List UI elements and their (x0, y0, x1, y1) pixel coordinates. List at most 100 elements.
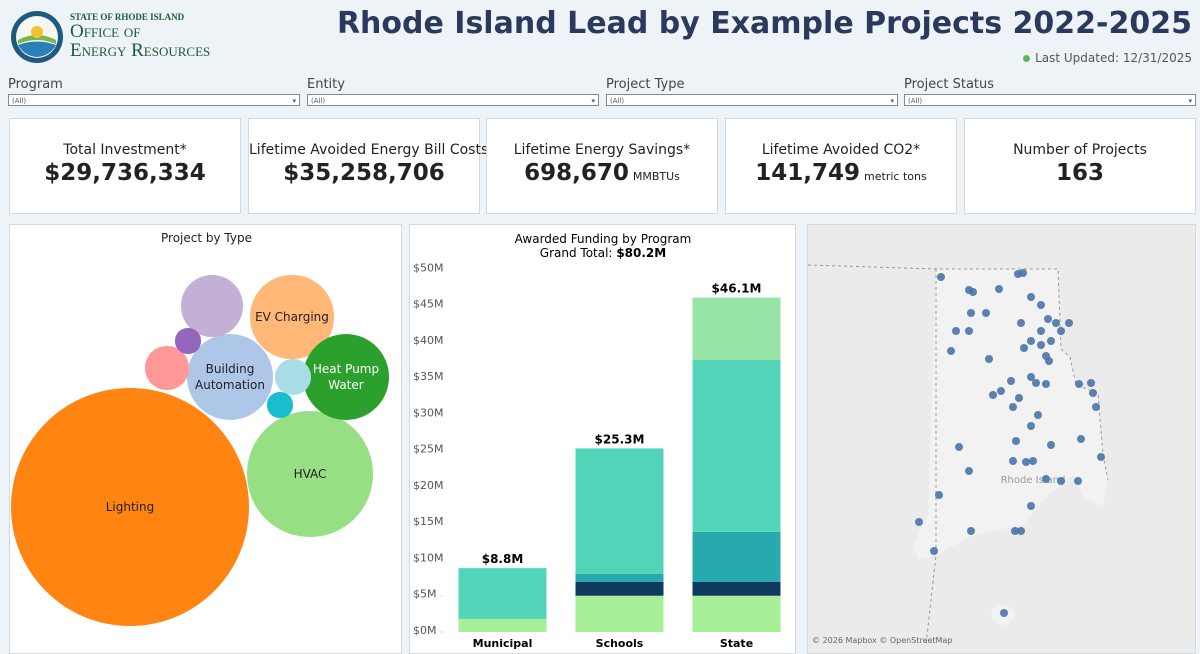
map-point (1057, 327, 1065, 335)
map-point (1034, 411, 1042, 419)
dropdown-arrow: ▾ (1188, 97, 1192, 105)
filter-dropdown[interactable]: (All) ▾ (904, 94, 1196, 106)
kpi-card: Lifetime Avoided CO2* 141,749 metric tons (725, 118, 957, 214)
map-point (1037, 301, 1045, 309)
map-point (1089, 389, 1097, 397)
map-point (1087, 379, 1095, 387)
bubble-label: Heat Pump Water (312, 361, 380, 392)
kpi-label: Lifetime Avoided Energy Bill Costs* (249, 142, 496, 158)
map-attribution: © 2026 Mapbox © OpenStreetMap (812, 636, 952, 645)
map-point (1022, 458, 1030, 466)
chart-title: Project by Type (161, 231, 252, 245)
bar-segment (458, 618, 547, 632)
bubble (175, 328, 201, 354)
map-point (1052, 319, 1060, 327)
state-border (808, 264, 1062, 350)
kpi-card: Number of Projects 163 (964, 118, 1196, 214)
bar-segment (575, 581, 664, 596)
bar-segment (692, 581, 781, 596)
x-tick-label: Municipal (473, 637, 533, 650)
map: Rhode Island © 2026 Mapbox © OpenStreetM… (808, 264, 1109, 646)
filter-value: (All) (311, 97, 326, 105)
kpi-value: 141,749 metric tons (726, 160, 956, 186)
bar-panel: Awarded Funding by Program Grand Total: … (409, 224, 796, 654)
kpi-number: 163 (1055, 160, 1104, 186)
map-point (1075, 380, 1083, 388)
y-tick-label: $40M (413, 334, 444, 347)
subtitle-text: Grand Total: (540, 246, 613, 260)
map-point (997, 387, 1005, 395)
y-tick-label: $10M (413, 551, 444, 564)
map-point (995, 285, 1003, 293)
map-point (1042, 380, 1050, 388)
filter-value: (All) (908, 97, 923, 105)
map-point (1074, 477, 1082, 485)
filter-dropdown[interactable]: (All) ▾ (8, 94, 300, 106)
map-point (967, 527, 975, 535)
y-tick-label: $20M (413, 479, 444, 492)
bar-segment (575, 595, 664, 632)
kpi-value: 163 (965, 160, 1195, 186)
map-point (1037, 327, 1045, 335)
x-tick-label: Schools (596, 637, 644, 650)
bubble: Lighting (11, 388, 249, 626)
y-tick-label: $45M (413, 298, 444, 311)
bubble-label: HVAC (293, 466, 327, 481)
map-panel: Rhode Island © 2026 Mapbox © OpenStreetM… (807, 224, 1196, 654)
y-tick-label: $5M (413, 588, 437, 601)
bubble: HVAC (247, 411, 373, 537)
map-point (1029, 457, 1037, 465)
map-point (1057, 477, 1065, 485)
place-label: Rhode Island (1001, 475, 1066, 486)
y-tick-label: $50M (413, 261, 444, 274)
dropdown-arrow: ▾ (591, 97, 595, 105)
bubble: Building Automation (186, 333, 274, 421)
map-point (1027, 422, 1035, 430)
filter-value: (All) (610, 97, 625, 105)
kpi-card: Total Investment* $29,736,334 (9, 118, 241, 214)
map-point (965, 327, 973, 335)
logo-text: STATE OF RHODE ISLAND (70, 12, 185, 22)
page-title: Rhode Island Lead by Example Projects 20… (336, 6, 1192, 41)
bubble-label: Building Automation (195, 361, 265, 392)
filter-label: Project Type (606, 77, 685, 92)
y-tick-label: $35M (413, 370, 444, 383)
bar-segment (692, 531, 781, 582)
kpi-card: Lifetime Avoided Energy Bill Costs* $35,2… (248, 118, 496, 214)
kpi-value: $29,736,334 (10, 160, 240, 186)
map-point (1092, 403, 1100, 411)
bar-segment (458, 568, 547, 619)
map-point (1019, 269, 1027, 277)
chart-title: Awarded Funding by Program (515, 232, 692, 246)
map-point (989, 391, 997, 399)
y-tick-label: $15M (413, 515, 444, 528)
kpi-card: Lifetime Energy Savings* 698,670 MMBTUs (486, 118, 718, 214)
filter-label: Project Status (904, 77, 995, 92)
bubble-label: EV Charging (255, 309, 329, 324)
kpi-label: Total Investment* (63, 142, 187, 158)
map-point (952, 327, 960, 335)
bar-segment (575, 448, 664, 574)
bubble (267, 392, 293, 418)
logo-text: Office of Energy Resources (70, 22, 210, 60)
bubble (145, 346, 189, 390)
map-point (930, 547, 938, 555)
last-updated: Last Updated: 12/31/2025 (1023, 51, 1192, 65)
map-point (982, 309, 990, 317)
filter-dropdown[interactable]: (All) ▾ (307, 94, 599, 106)
kpi-number: $29,736,334 (44, 160, 206, 186)
bubble-panel: Project by Type Lighting HVAC Building Aut… (9, 224, 402, 654)
map-point (937, 273, 945, 281)
filter-label: Program (8, 77, 63, 92)
logo (11, 11, 63, 63)
map-point (1015, 394, 1023, 402)
map-point (1042, 475, 1050, 483)
kpi-value: 698,670 MMBTUs (487, 160, 717, 186)
y-tick-label: $25M (413, 443, 444, 456)
kpi-label: Lifetime Avoided CO2* (761, 142, 921, 158)
bar-segment (692, 297, 781, 360)
filter-dropdown[interactable]: (All) ▾ (606, 94, 898, 106)
grand-total: $80.2M (616, 246, 666, 260)
map-point (1097, 453, 1105, 461)
